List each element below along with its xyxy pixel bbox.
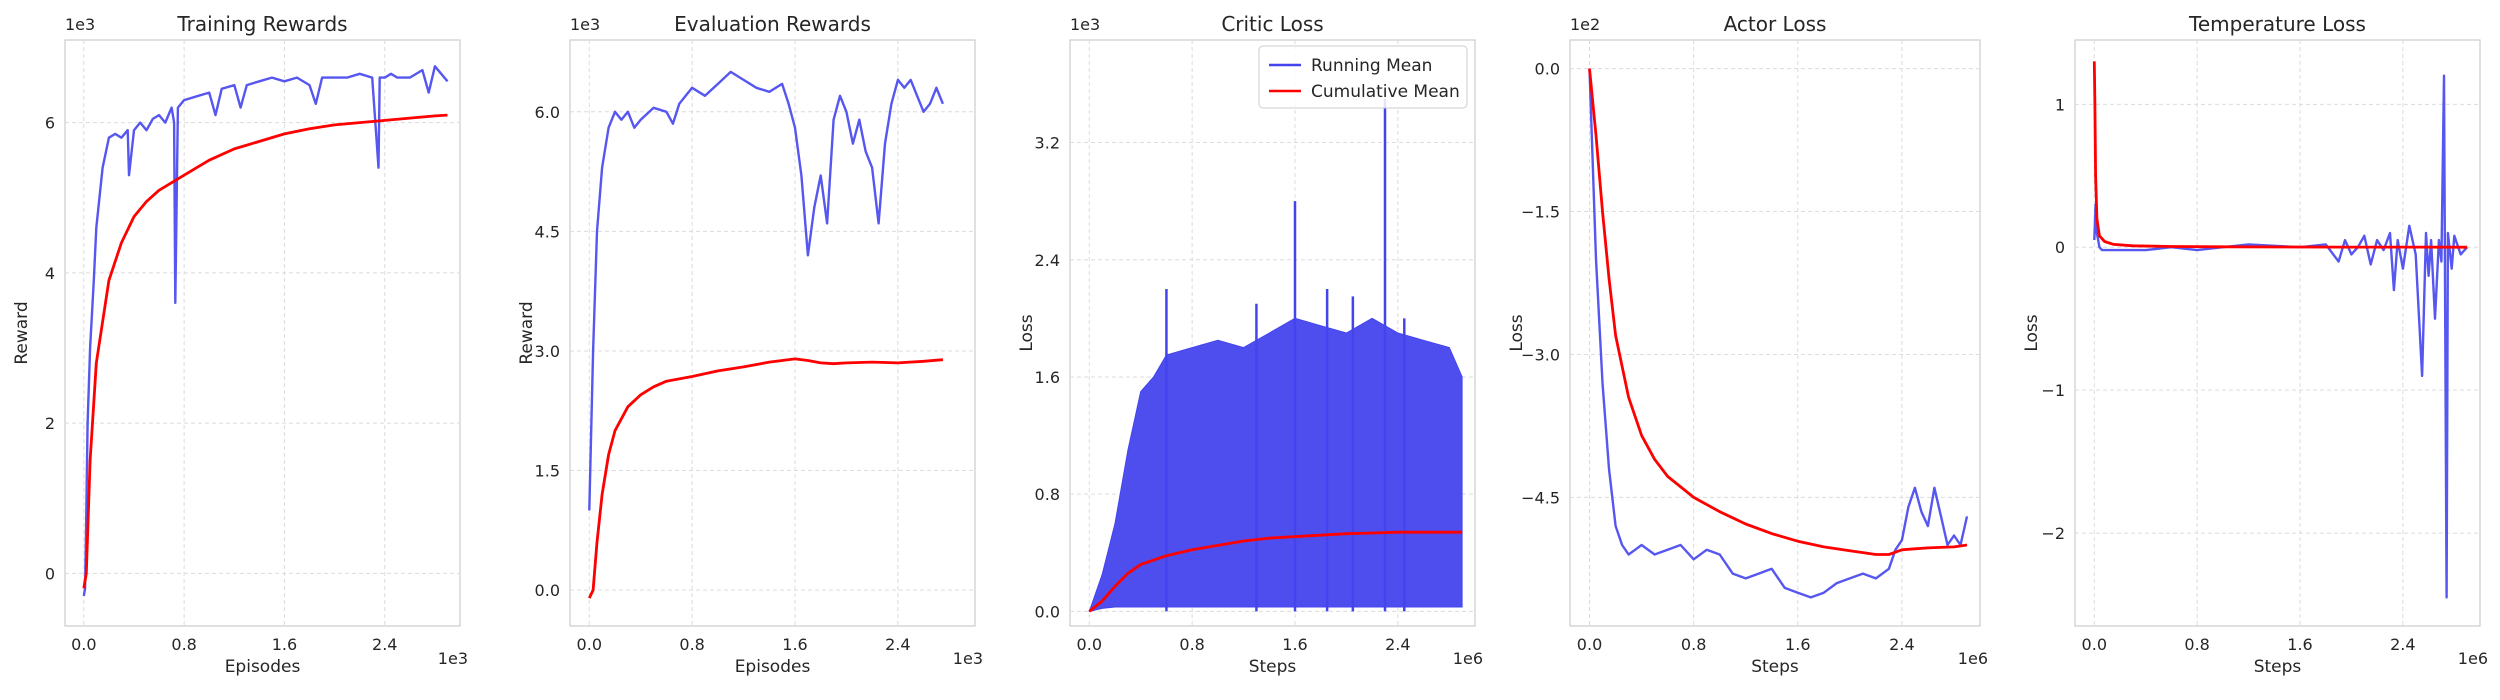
series-running-mean-band [1088,317,1463,613]
chart-title: Training Rewards [176,12,347,36]
x-axis-exponent: 1e6 [2458,649,2488,668]
y-axis-exponent: 1e3 [65,15,95,34]
y-tick-label: 1.6 [1035,368,1060,387]
x-tick-label: 0.0 [71,635,96,654]
x-tick-label: 2.4 [1889,635,1914,654]
subplot-4: 0.0 0.8 1.6 2.4 0.0 −1.5 −3.0 −4.5 Actor Loss Ste… [1507,12,1988,677]
y-tick-label: 0.8 [1035,485,1060,504]
series-cumulative-mean [588,357,944,599]
chart-title: Temperature Loss [2188,12,2366,36]
chart-title: Evaluation Rewards [674,12,871,36]
y-axis-exponent: 1e3 [1070,15,1100,34]
y-axis-exponent: 1e3 [570,15,600,34]
x-axis-label: Steps [2254,657,2302,677]
subplot-3: 0.0 0.8 1.6 2.4 0.0 0.8 1.6 2.4 3.2 Critic Loss St… [1017,12,1483,677]
y-tick-label: 2.4 [1035,251,1060,270]
subplot-1: 0.0 0.8 1.6 2.4 0 2 4 6 Training Rewards Episodes… [12,12,468,677]
subplot-2: 0.0 0.8 1.6 2.4 0.0 1.5 3.0 4.5 6.0 Evaluation Re… [517,12,983,677]
y-tick-label: −3.0 [1521,345,1560,364]
x-tick-label: 1.6 [2287,635,2312,654]
x-tick-label: 2.4 [885,635,910,654]
plot-area [2074,39,2481,627]
chart-title: Critic Loss [1221,12,1323,36]
x-tick-label: 1.6 [1282,635,1307,654]
y-tick-label: −1.5 [1521,203,1560,222]
y-axis-label: Reward [517,301,537,364]
x-axis-label: Episodes [225,657,301,677]
x-axis-label: Steps [1249,657,1297,677]
x-axis-label: Episodes [735,657,811,677]
y-tick-label: −4.5 [1521,488,1560,507]
x-axis-exponent: 1e6 [1958,649,1988,668]
y-axis-label: Loss [2022,314,2042,351]
y-axis-label: Loss [1017,314,1037,351]
y-axis-label: Reward [12,301,32,364]
x-tick-label: 1.6 [782,635,807,654]
plot-area [64,39,461,627]
series-running-mean [588,70,945,511]
y-tick-label: 4 [45,264,55,283]
series-cumulative-mean [2092,61,2468,249]
x-tick-label: 0.0 [1577,635,1602,654]
plot-area [1569,39,1981,627]
x-tick-label: 0.8 [1681,635,1706,654]
x-tick-label: 0.0 [1077,635,1102,654]
series-running-mean [2093,74,2468,599]
y-tick-label: −2 [2041,524,2065,543]
y-tick-label: 4.5 [535,222,560,241]
x-tick-label: 0.0 [2082,635,2107,654]
y-tick-label: 6.0 [535,103,560,122]
y-tick-label: 6 [45,114,55,133]
series-running-mean [82,65,449,597]
plot-area [569,39,976,627]
y-tick-label: 2 [45,414,55,433]
y-tick-label: −1 [2041,381,2065,400]
x-axis-exponent: 1e6 [1453,649,1483,668]
x-axis-label: Steps [1751,657,1799,677]
legend-box [1258,45,1468,109]
x-tick-label: 2.4 [1385,635,1410,654]
x-tick-label: 0.8 [171,635,196,654]
x-axis-exponent: 1e3 [438,649,468,668]
x-tick-label: 0.8 [679,635,704,654]
chart-title: Actor Loss [1724,12,1827,36]
series-running-mean [1588,68,1969,599]
series-cumulative-mean [1088,530,1463,613]
legend-label: Running Mean [1311,56,1432,76]
y-tick-label: 0 [45,564,55,583]
x-tick-label: 2.4 [2390,635,2415,654]
x-tick-label: 0.8 [2184,635,2209,654]
series-cumulative-mean [82,113,448,589]
legend: Running Mean Cumulative Mean [1258,45,1468,109]
x-tick-label: 0.0 [577,635,602,654]
x-tick-label: 1.6 [272,635,297,654]
y-tick-label: 3.2 [1035,134,1060,153]
y-tick-label: 1 [2055,95,2065,114]
y-tick-label: 3.0 [535,342,560,361]
legend-label: Cumulative Mean [1311,82,1460,102]
x-tick-label: 1.6 [1785,635,1810,654]
x-axis-exponent: 1e3 [953,649,983,668]
y-tick-label: 0.0 [1035,602,1060,621]
y-axis-exponent: 1e2 [1570,15,1600,34]
y-tick-label: 0 [2055,238,2065,257]
series-cumulative-mean [1588,68,1968,556]
y-tick-label: 0.0 [535,581,560,600]
x-tick-label: 2.4 [372,635,397,654]
y-tick-label: 0.0 [1535,60,1560,79]
y-axis-label: Loss [1507,314,1527,351]
subplot-5: 0.0 0.8 1.6 2.4 1 0 −1 −2 Temperature Loss Steps L… [2022,12,2488,677]
y-tick-label: 1.5 [535,462,560,481]
x-tick-label: 0.8 [1179,635,1204,654]
